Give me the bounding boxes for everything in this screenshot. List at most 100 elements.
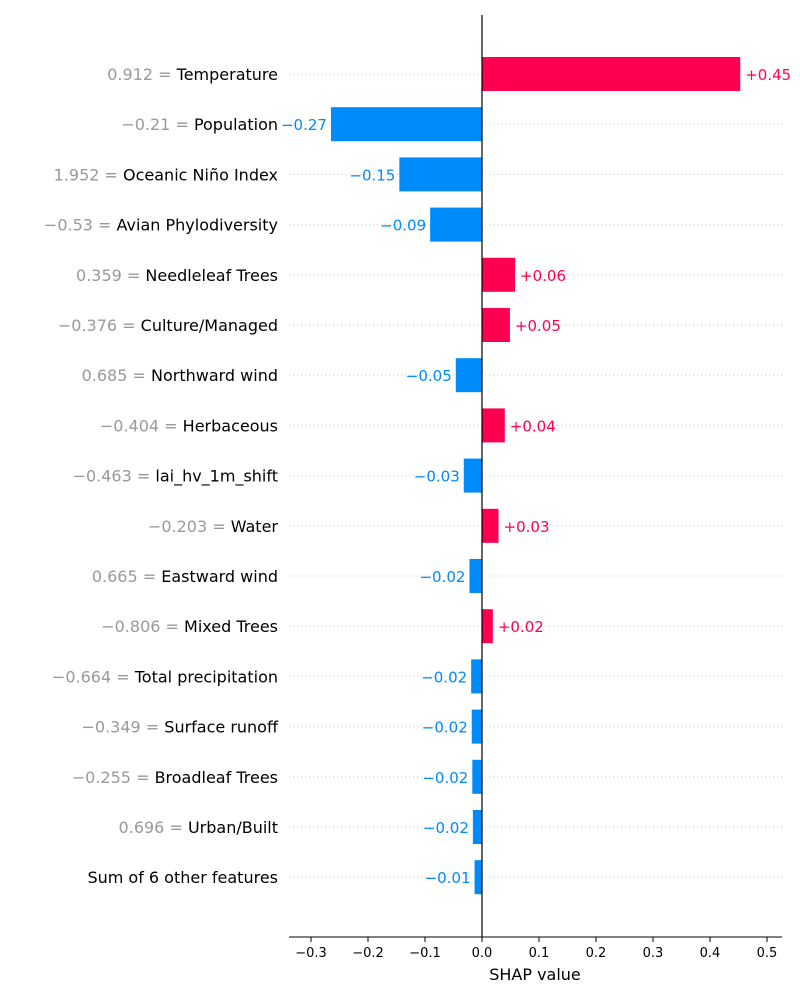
feature-value: 0.912 = xyxy=(107,65,176,84)
bar-1 xyxy=(482,57,741,91)
bar-value-labels: +0.45 −0.27 −0.15 −0.09 +0.06 +0.05 −0.05 +0.04… xyxy=(281,66,791,887)
feature-value: −0.404 = xyxy=(100,416,183,435)
bar-value-label-5: +0.06 xyxy=(520,267,566,285)
feature-value: −0.203 = xyxy=(148,517,231,536)
feature-name: Broadleaf Trees xyxy=(155,768,278,787)
feature-name: Total precipitation xyxy=(134,667,278,686)
bar-12 xyxy=(482,609,493,644)
feature-labels: 0.912 = Temperature −0.21 = Population 1.9… xyxy=(44,65,279,887)
bar-4 xyxy=(430,207,482,242)
feature-name: Water xyxy=(231,517,279,536)
bar-2 xyxy=(330,107,482,142)
feature-value: −0.21 = xyxy=(121,115,194,134)
feature-value: −0.349 = xyxy=(81,718,164,737)
feature-label-13: −0.664 = Total precipitation xyxy=(52,667,278,686)
feature-name: Oceanic Niño Index xyxy=(123,165,278,184)
feature-value: −0.53 = xyxy=(44,216,117,235)
x-tick-label: 0.3 xyxy=(643,946,664,961)
bar-15 xyxy=(472,759,482,794)
bar-10 xyxy=(482,508,499,543)
feature-label-6: −0.376 = Culture/Managed xyxy=(58,316,278,335)
bar-value-label-7: −0.05 xyxy=(406,367,452,385)
feature-label-12: −0.806 = Mixed Trees xyxy=(101,617,278,636)
bar-value-label-17: −0.01 xyxy=(425,869,471,887)
feature-label-5: 0.359 = Needleleaf Trees xyxy=(76,266,278,285)
bar-value-label-14: −0.02 xyxy=(422,719,468,737)
feature-name: Temperature xyxy=(176,65,278,84)
x-tick-label: −0.1 xyxy=(409,946,441,961)
x-axis: −0.3 −0.2 −0.1 0.0 0.1 0.2 0.3 0.4 0.5 xyxy=(289,15,782,961)
feature-label-10: −0.203 = Water xyxy=(148,517,279,536)
x-tick-label: 0.0 xyxy=(472,946,493,961)
feature-value: −0.664 = xyxy=(52,667,135,686)
feature-label-11: 0.665 = Eastward wind xyxy=(92,567,278,586)
bar-16 xyxy=(472,810,482,844)
bar-value-label-16: −0.02 xyxy=(423,819,469,837)
feature-name: Surface runoff xyxy=(164,718,279,737)
feature-label-9: −0.463 = lai_hv_1m_shift xyxy=(73,467,278,487)
feature-label-4: −0.53 = Avian Phylodiversity xyxy=(44,216,278,235)
x-tick-label: 0.1 xyxy=(529,946,550,961)
feature-name: lai_hv_1m_shift xyxy=(155,467,278,487)
feature-value: 0.696 = xyxy=(119,818,188,837)
feature-label-3: 1.952 = Oceanic Niño Index xyxy=(54,165,278,184)
bar-3 xyxy=(399,157,482,192)
feature-name: Needleleaf Trees xyxy=(145,266,278,285)
feature-name: Eastward wind xyxy=(161,567,278,586)
bar-value-label-11: −0.02 xyxy=(419,568,465,586)
bar-value-label-4: −0.09 xyxy=(380,217,426,235)
bar-9 xyxy=(463,458,482,493)
bar-6 xyxy=(482,308,510,342)
feature-value: −0.463 = xyxy=(73,467,156,486)
feature-label-2: −0.21 = Population xyxy=(121,115,278,134)
bar-value-label-3: −0.15 xyxy=(349,166,395,184)
feature-name: Culture/Managed xyxy=(141,316,278,335)
bars xyxy=(330,57,741,895)
bar-value-label-9: −0.03 xyxy=(414,468,460,486)
bar-7 xyxy=(455,358,482,393)
feature-name: Avian Phylodiversity xyxy=(117,216,278,235)
feature-value: 0.665 = xyxy=(92,567,161,586)
feature-name: Sum of 6 other features xyxy=(87,868,278,887)
bar-value-label-6: +0.05 xyxy=(515,317,561,335)
bar-17 xyxy=(474,860,482,895)
feature-name: Herbaceous xyxy=(183,416,278,435)
feature-label-16: 0.696 = Urban/Built xyxy=(119,818,278,837)
bar-value-label-1: +0.45 xyxy=(745,66,791,84)
bar-13 xyxy=(471,659,482,694)
feature-label-14: −0.349 = Surface runoff xyxy=(81,718,278,737)
feature-label-7: 0.685 = Northward wind xyxy=(82,366,278,385)
feature-value: −0.255 = xyxy=(72,768,155,787)
feature-name: Mixed Trees xyxy=(184,617,278,636)
feature-value: 1.952 = xyxy=(54,165,123,184)
row-guides xyxy=(289,73,782,878)
bar-11 xyxy=(469,559,482,593)
feature-value: −0.806 = xyxy=(101,617,184,636)
feature-name: Urban/Built xyxy=(188,818,278,837)
feature-label-1: 0.912 = Temperature xyxy=(107,65,278,84)
bar-value-label-2: −0.27 xyxy=(281,116,327,134)
feature-label-8: −0.404 = Herbaceous xyxy=(100,416,278,435)
bar-5 xyxy=(482,257,516,292)
x-tick-label: 0.5 xyxy=(757,946,778,961)
feature-value: −0.376 = xyxy=(58,316,141,335)
x-tick-label: −0.3 xyxy=(295,946,327,961)
bar-value-label-15: −0.02 xyxy=(422,769,468,787)
feature-value: 0.359 = xyxy=(76,266,145,285)
feature-name: Northward wind xyxy=(151,366,278,385)
bar-14 xyxy=(471,709,482,744)
bar-8 xyxy=(482,408,505,443)
x-tick-label: 0.4 xyxy=(700,946,721,961)
feature-name: Population xyxy=(194,115,278,134)
bar-value-label-10: +0.03 xyxy=(504,518,550,536)
x-axis-label: SHAP value xyxy=(489,965,581,984)
bar-value-label-13: −0.02 xyxy=(421,668,467,686)
x-tick-label: −0.2 xyxy=(352,946,384,961)
feature-value: 0.685 = xyxy=(82,366,151,385)
feature-label-17: Sum of 6 other features xyxy=(87,868,278,887)
bar-value-label-8: +0.04 xyxy=(510,417,556,435)
x-tick-label: 0.2 xyxy=(586,946,607,961)
bar-value-label-12: +0.02 xyxy=(498,618,544,636)
